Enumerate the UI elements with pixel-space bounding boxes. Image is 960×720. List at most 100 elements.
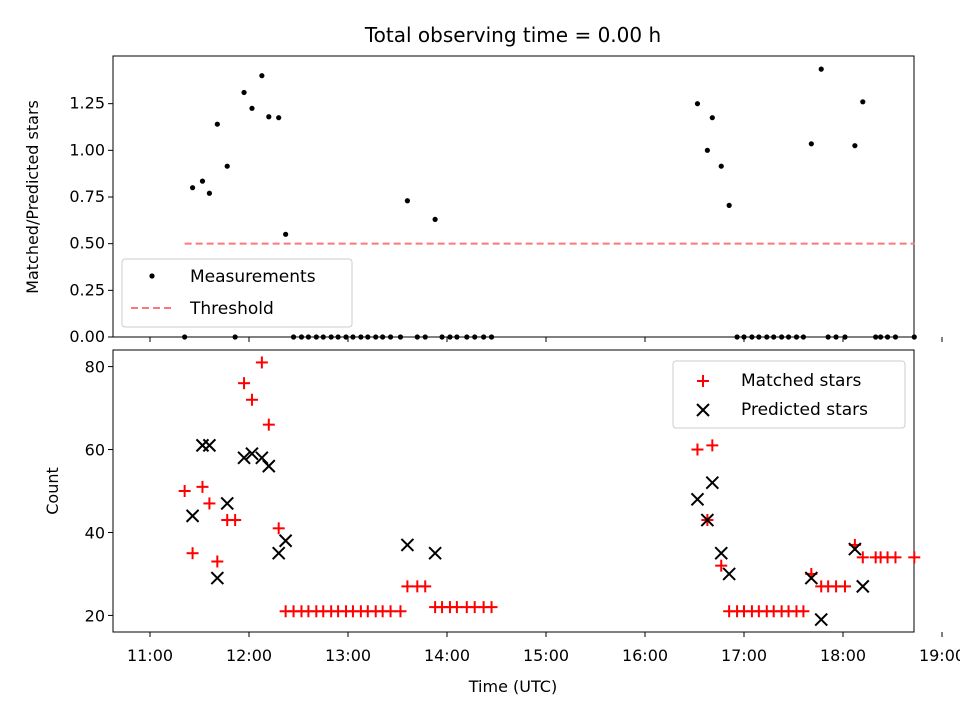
top-ytick-label: 1.00 [69,140,105,159]
matched-point [178,485,191,497]
chart-title: Total observing time = 0.00 h [364,23,661,47]
measurement-point [241,89,247,96]
predicted-point [848,542,862,556]
matched-point [485,601,498,614]
bottom-x-axis-label: Time (UTC) [468,677,557,696]
bottom-x-axis: 11:00 12:00 13:00 14:00 15:00 16:00 17:00 18:00… [127,632,960,665]
matched-point [797,605,810,618]
bottom-xtick-label: 14:00 [424,646,470,665]
matched-point [186,547,199,560]
measurement-point [764,334,770,340]
matched-point [229,514,242,527]
matched-point [272,522,285,535]
bottom-xtick-label: 18:00 [820,646,866,665]
top-x-axis [149,337,943,342]
matched-point [255,356,268,369]
measurement-point [328,334,334,340]
measurement-point [825,334,831,340]
measurement-point [387,334,394,340]
measurement-point [343,334,349,340]
measurement-point [313,334,319,340]
predicted-point [271,546,286,560]
matched-point [715,559,728,572]
measurement-point [873,334,879,340]
measurement-point [373,334,379,340]
bottom-xtick-label: 13:00 [325,646,371,665]
top-panel: 0.00 0.25 0.50 0.75 1.00 1.25 Matched/Predict… [23,55,943,346]
matched-point [238,377,251,390]
matched-point [245,393,258,406]
measurement-point [818,66,824,72]
measurement-point [704,147,710,153]
bottom-xtick-label: 11:00 [127,646,173,665]
bottom-legend: Matched stars Predicted stars [672,360,906,429]
bottom-ytick-label: 40 [85,523,105,542]
legend-matched-marker [697,375,709,387]
measurement-point [771,334,777,340]
bottom-xtick-label: 15:00 [523,646,569,665]
predicted-point [690,492,705,507]
legend-predicted-label: Predicted stars [741,400,868,420]
measurement-point [249,105,255,111]
matched-point [908,551,921,564]
measurement-point [842,334,848,340]
top-legend-box [121,258,353,328]
measurement-point [749,334,755,340]
matched-point [196,480,209,493]
measurement-point [350,334,356,340]
predicted-point [278,534,293,548]
measurement-point [793,334,800,340]
measurement-point [206,190,212,196]
bottom-legend-box [672,360,906,429]
measurement-point [756,334,762,340]
measurement-point [298,334,305,340]
matched-point [691,443,704,456]
measurement-point [439,334,445,340]
measurement-point [833,334,839,340]
predicted-point [428,546,442,560]
measurement-point [488,334,495,340]
measurement-point [432,216,438,222]
top-ytick-label: 0.75 [69,187,105,206]
bottom-y-axis-label: Count [43,467,62,515]
measurement-point [718,163,724,169]
measurement-point [320,334,326,340]
measurement-point [266,114,272,120]
bottom-xtick-label: 16:00 [622,646,668,665]
measurement-point [464,334,470,340]
measurement-point [199,178,206,184]
measurement-point [800,334,807,340]
bottom-ytick-label: 80 [85,358,105,377]
bottom-ytick-label: 60 [85,441,105,460]
measurement-point [397,334,404,340]
predicted-point [262,459,276,473]
matched-point [838,580,851,593]
legend-measurements-label: Measurements [190,267,316,287]
measurement-point [785,334,792,340]
predicted-point [210,571,225,585]
top-marks [182,66,917,340]
legend-measurements-marker [149,273,155,279]
measurement-point [734,334,740,340]
legend-matched-label: Matched stars [741,371,861,391]
predicted-point [245,446,259,461]
measurement-point [878,334,884,340]
measurement-point [884,334,891,340]
measurement-point [709,115,715,121]
matched-point [394,605,407,618]
predicted-point [202,438,217,453]
matched-point [203,497,216,510]
predicted-point [722,567,736,581]
predicted-point [856,579,870,594]
measurement-point [860,99,866,105]
measurement-point [422,334,428,340]
measurement-point [892,334,899,340]
measurement-point [779,334,785,340]
measurement-point [305,334,311,340]
predicted-point [237,451,251,465]
measurement-point [189,185,196,191]
matched-point [211,555,224,568]
predicted-point [814,612,828,627]
measurement-point [481,334,487,340]
